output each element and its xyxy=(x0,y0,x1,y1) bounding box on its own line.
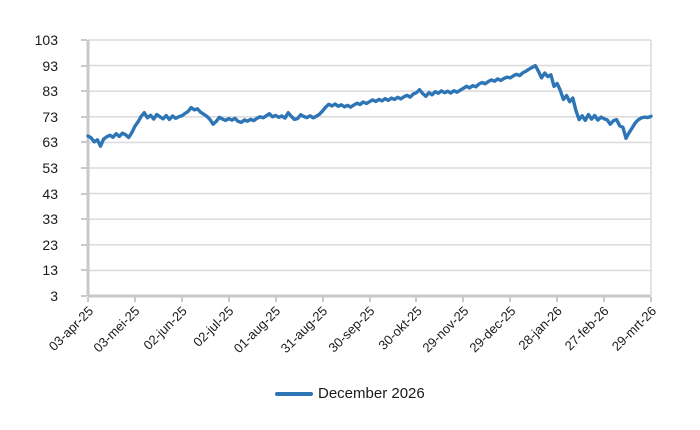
x-axis-tick-mark xyxy=(321,297,324,302)
x-axis-tick-label: 30-okt-25 xyxy=(374,303,425,353)
y-axis-tick-mark xyxy=(81,295,87,297)
y-axis-tick-label: 33 xyxy=(42,211,58,228)
x-axis-tick-mark xyxy=(87,297,89,302)
x-axis-tick-mark xyxy=(133,297,136,302)
x-axis-tick-mark xyxy=(603,297,606,302)
y-axis-tick-mark xyxy=(81,243,87,246)
y-axis-tick-mark xyxy=(81,64,87,67)
y-axis-tick-label: 83 xyxy=(42,83,58,100)
y-axis-tick-mark xyxy=(81,167,87,169)
y-axis-tick-label: 43 xyxy=(42,185,58,202)
y-axis-tick-label: 53 xyxy=(42,160,58,176)
x-axis-tick-label: 02-jul-25 xyxy=(190,303,237,350)
plot-area xyxy=(86,39,653,298)
y-axis-tick-mark xyxy=(81,218,87,221)
x-axis-tick-mark xyxy=(227,297,230,302)
x-axis-tick-label: 03-mei-25 xyxy=(90,303,143,356)
x-axis-tick-mark xyxy=(556,297,559,302)
x-axis-tick-label: 28-jan-26 xyxy=(515,303,566,353)
y-axis-tick-mark xyxy=(81,90,87,93)
y-axis-tick-label: 73 xyxy=(42,108,58,125)
x-axis-tick-label: 27-feb-26 xyxy=(562,303,612,354)
x-axis-tick-label: 02-jun-25 xyxy=(140,303,190,353)
x-axis-tick-mark xyxy=(415,297,418,302)
y-axis-tick-mark xyxy=(81,39,87,41)
y-axis-tick-label: 103 xyxy=(34,32,58,48)
x-axis-tick-mark xyxy=(650,297,652,302)
x-axis-tick-mark xyxy=(509,297,512,302)
series-line-december-2026 xyxy=(86,63,653,148)
plot-canvas xyxy=(86,39,653,298)
x-axis-tick-label: 30-sep-25 xyxy=(325,303,378,356)
legend-line-marker xyxy=(275,391,313,396)
x-axis-tick-mark xyxy=(274,297,277,302)
y-axis-tick-label: 63 xyxy=(42,134,58,151)
x-axis-tick-mark xyxy=(368,297,371,302)
x-axis-tick-label: 29-nov-25 xyxy=(419,303,472,356)
y-axis-tick-label: 93 xyxy=(42,57,58,74)
legend: December 2026 xyxy=(275,385,425,402)
y-axis-tick-label: 23 xyxy=(42,236,58,253)
legend-label: December 2026 xyxy=(318,385,425,402)
x-axis-tick-label: 01-aug-25 xyxy=(231,303,284,356)
x-axis-tick-mark xyxy=(180,297,183,302)
y-axis-tick-mark xyxy=(81,192,87,195)
x-axis-tick-label: 31-aug-25 xyxy=(277,303,331,356)
x-axis-tick-label: 03-apr-25 xyxy=(45,303,96,354)
x-axis-tick-label: 29-dec-25 xyxy=(466,303,519,356)
x-axis-tick-mark xyxy=(462,297,465,302)
y-axis-tick-label: 13 xyxy=(42,262,58,279)
y-axis-tick-mark xyxy=(81,269,87,272)
x-axis-tick-label: 29-mrt-26 xyxy=(608,303,659,354)
y-axis-tick-mark xyxy=(81,115,87,118)
y-axis-tick-mark xyxy=(81,141,87,144)
y-axis-tick-label: 3 xyxy=(50,288,58,304)
